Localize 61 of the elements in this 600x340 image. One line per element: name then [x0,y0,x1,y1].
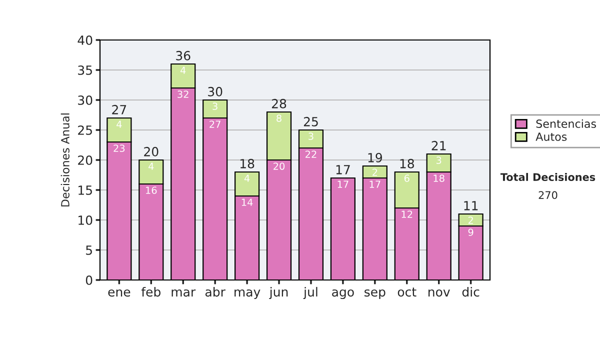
x-tick-label: ene [108,289,130,297]
y-tick-label: 25 [78,125,92,135]
y-tick-label: 5 [86,246,92,255]
data-label: 6 [404,174,410,182]
y-tick-label: 20 [78,155,92,165]
total-label: 17 [336,165,350,174]
data-label: 4 [244,174,250,182]
data-label: 3 [436,156,442,164]
x-tick-label: ago [332,289,354,300]
total-label: 25 [304,116,318,126]
data-label: 2 [468,216,473,224]
text: 270 [538,191,558,200]
x-tick-label: jul [303,286,318,300]
data-label: 17 [338,180,348,188]
x-tick-label: dic [462,286,480,297]
total-label: 18 [400,158,414,168]
x-tick-label: sep [364,289,386,300]
x-tick-label: jun [269,286,288,300]
legend-label: Sentencias [536,119,596,128]
data-label: 32 [178,90,188,98]
data-label: 27 [210,120,220,128]
total-label: 19 [368,152,382,162]
data-label: 22 [306,150,316,158]
data-label: 12 [402,210,412,218]
y-tick-label: 15 [78,186,92,195]
y-tick-label: 35 [78,65,92,75]
data-label: 23 [114,144,125,152]
legend-label: Autos [536,132,567,141]
y-tick-label: 10 [78,215,92,225]
data-label: 20 [274,162,285,170]
total-label: 20 [144,146,158,156]
y-tick-label: 0 [86,275,92,285]
x-tick-label: nov [428,289,450,297]
y-tick-label: 40 [78,35,92,45]
total-label: 18 [240,158,254,168]
total-label: 28 [272,98,286,108]
data-label: 2 [372,168,378,176]
data-label: 18 [434,174,444,182]
data-label: 8 [276,114,282,122]
x-tick-label: abr [205,286,226,297]
y-tick-label: 30 [78,95,92,105]
x-tick-label: mar [172,289,196,297]
data-label: 4 [148,162,154,170]
data-label: 14 [242,198,253,206]
x-tick-label: oct [398,288,416,297]
data-label: 4 [116,120,122,128]
x-tick-label: may [234,289,260,300]
x-tick-label: feb [141,286,160,297]
data-label: 16 [146,186,157,194]
text: Total Decisiones [500,172,596,182]
data-label: 4 [180,66,186,74]
data-label: 3 [212,102,218,110]
data-label: 9 [468,228,474,236]
data-label: 3 [308,132,314,140]
total-label: 21 [432,140,446,150]
total-label: 27 [112,104,126,114]
y-axis-title: Decisiones Anual [60,114,70,206]
data-label: 17 [370,180,380,188]
total-label: 11 [464,201,478,210]
total-label: 36 [176,50,190,60]
total-label: 30 [208,86,222,96]
